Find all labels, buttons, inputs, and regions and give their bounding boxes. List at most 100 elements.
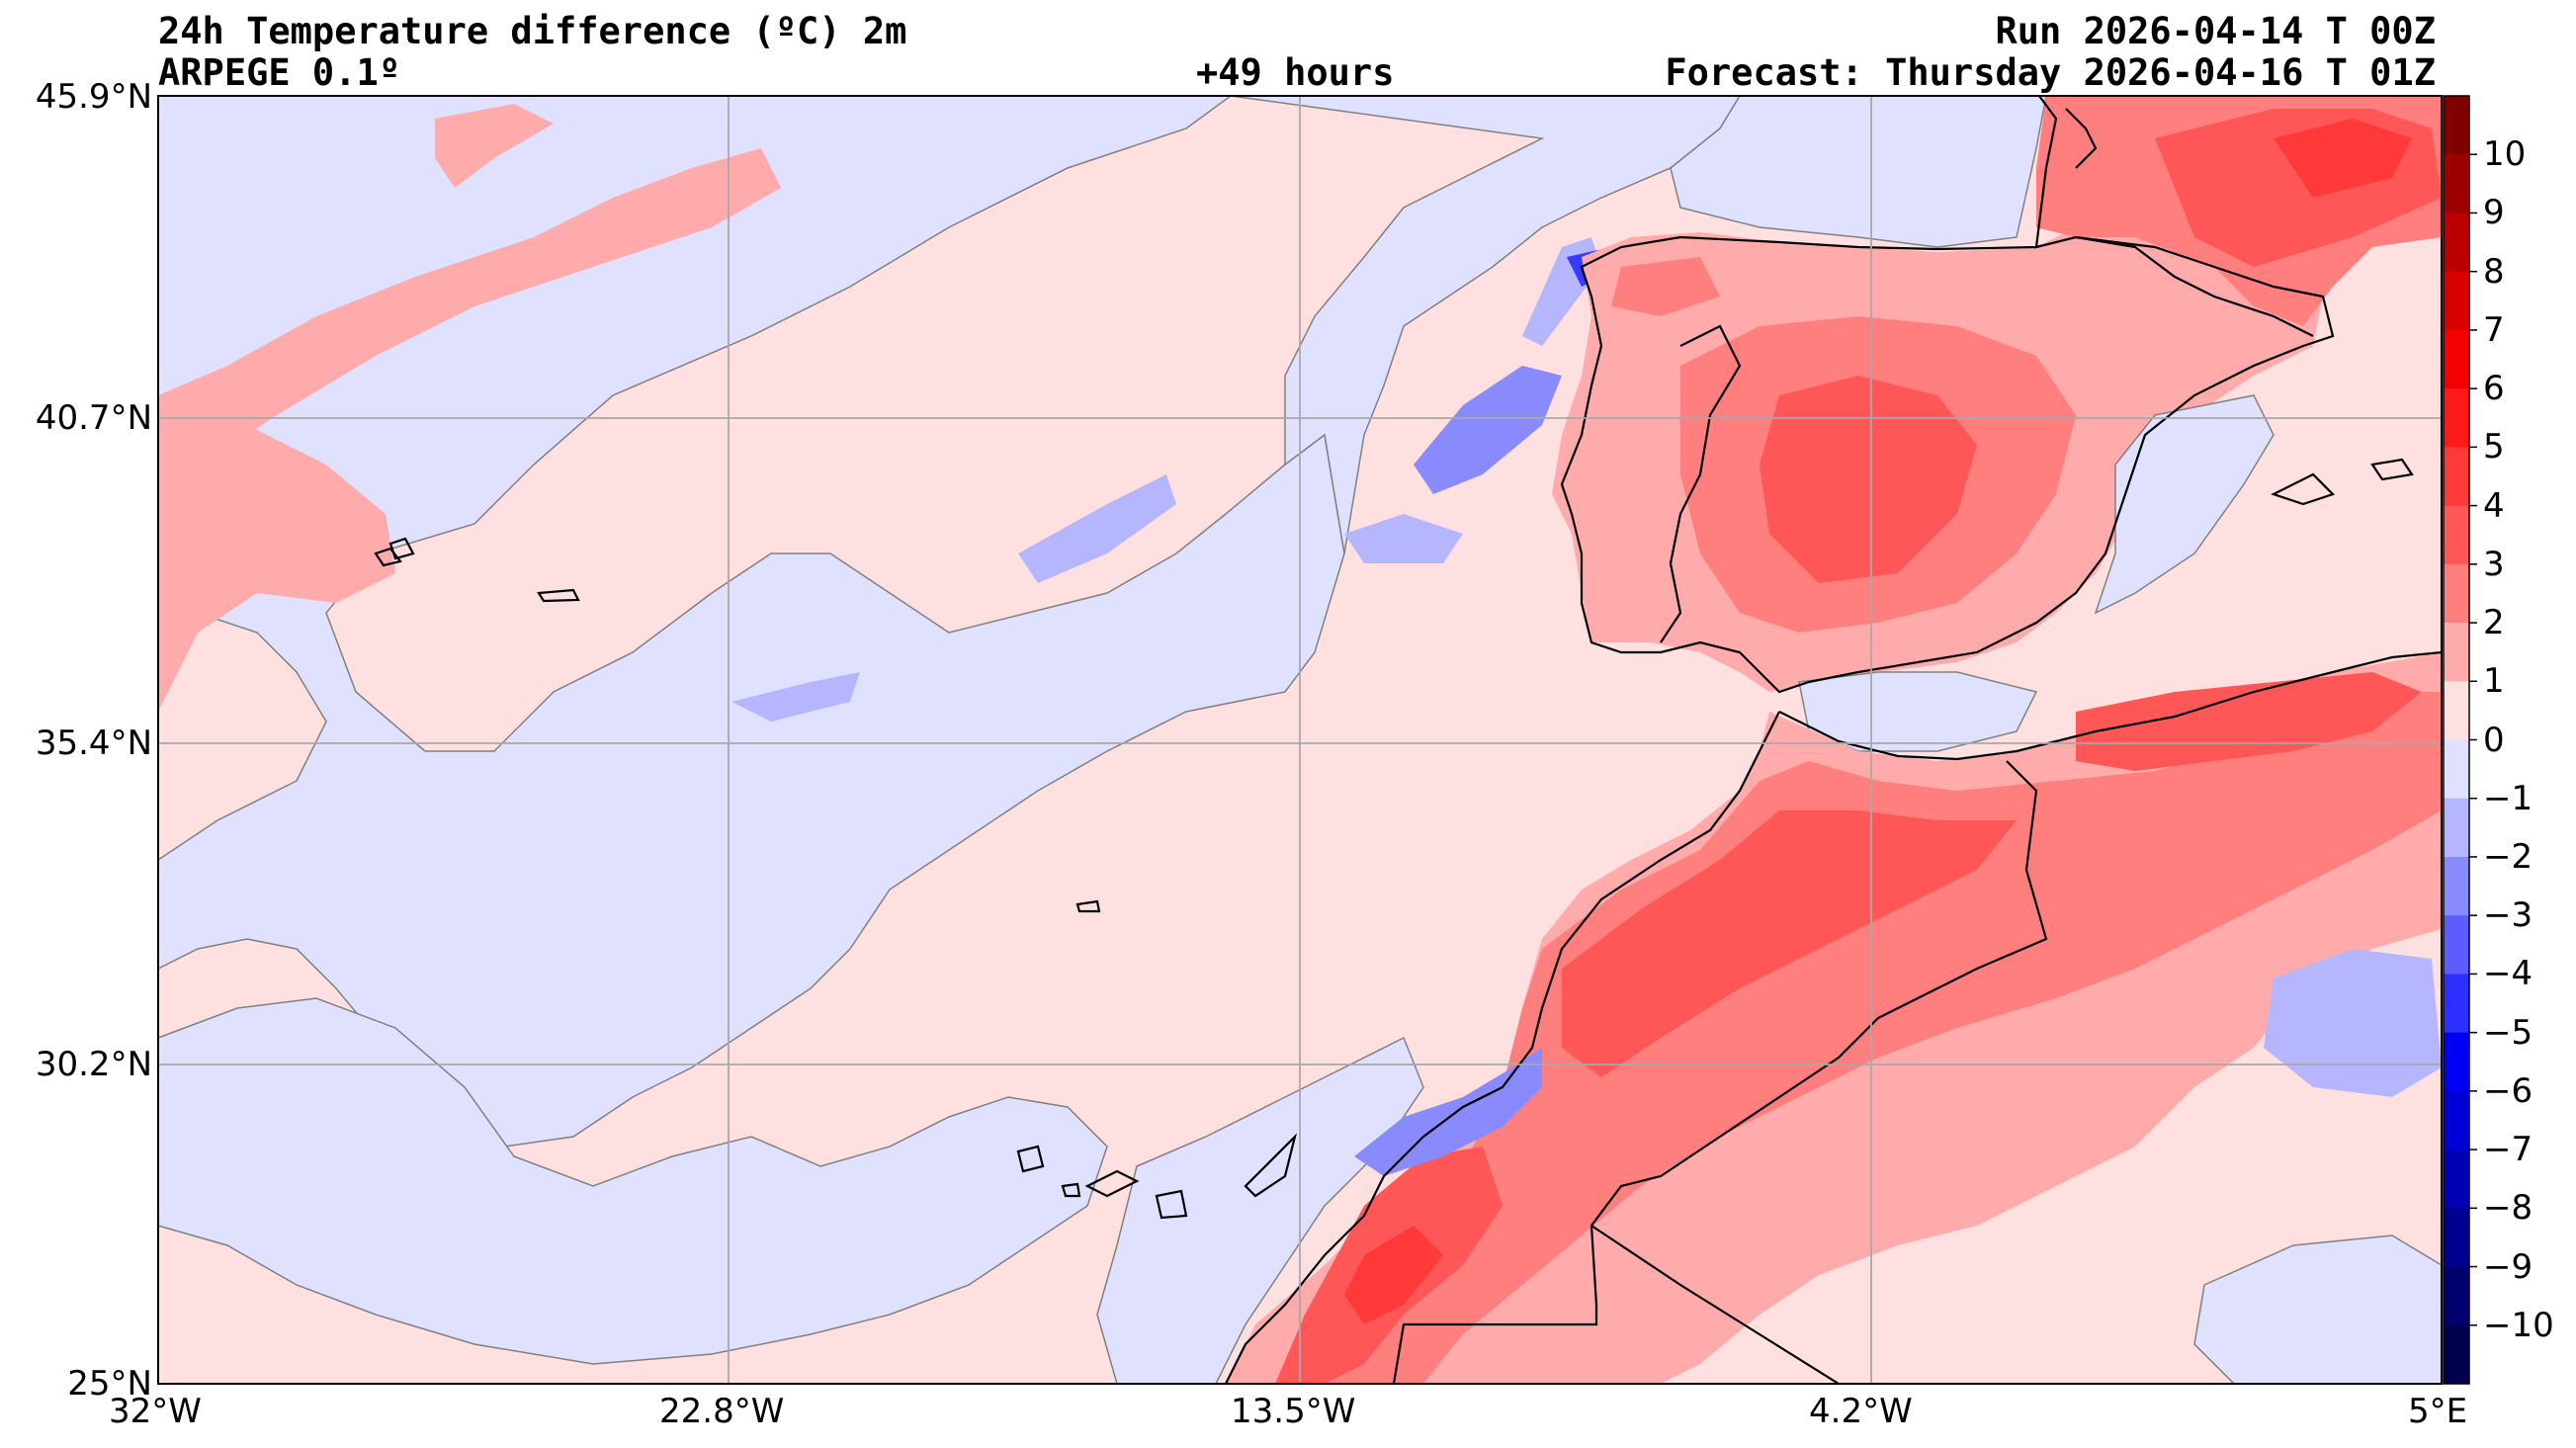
colorbar-segment: [2444, 1150, 2469, 1209]
colorbar-label: −10: [2483, 1305, 2554, 1345]
africa-atlantic-coastline: [1225, 711, 1780, 1385]
positive-1-2-tongue: [158, 148, 781, 494]
sardinia-island: [2370, 458, 2414, 481]
coastlines: [374, 95, 2443, 1385]
positive-1-2-north: [435, 104, 554, 188]
colorbar-segment: [2444, 329, 2469, 389]
colorbar-segment: [2444, 96, 2469, 155]
colorbar-label: −1: [2483, 778, 2533, 818]
positive-1-2-west: [158, 425, 395, 712]
sahara-negative-1-2: [2264, 949, 2442, 1097]
negative-2-3-patch: [1414, 366, 1562, 494]
colorbar-segment: [2444, 447, 2469, 507]
morocco-positive-3-4: [1562, 810, 2017, 1077]
canary-island-1: [1016, 1145, 1045, 1173]
colorbar-label: 4: [2483, 485, 2505, 526]
run-time: Run 2026-04-14 T 00Z: [1995, 10, 2436, 52]
negative-0-1-region-south: [157, 997, 1108, 1365]
lat-label: 35.4°N: [35, 724, 152, 763]
colorbar-segment: [2444, 1090, 2469, 1150]
colorbar-segment: [2444, 915, 2469, 975]
colorbar-label: 10: [2483, 134, 2527, 175]
colorbar-label: −5: [2483, 1012, 2533, 1053]
africa-mediterranean-coastline: [1778, 650, 2443, 761]
colorbar-segment: [2444, 213, 2469, 273]
france-positive-4-5: [2274, 119, 2412, 198]
algeria-positive-3-4: [2076, 672, 2422, 771]
colorbar-label: −4: [2483, 954, 2533, 994]
western-sahara-positive-4-5: [1344, 1226, 1443, 1324]
colorbar-segment: [2444, 798, 2469, 858]
colorbar-segment: [2444, 739, 2469, 800]
colorbar-segment: [2444, 623, 2469, 682]
lat-label: 40.7°N: [35, 398, 152, 438]
lon-label: 4.2°W: [1809, 1392, 1913, 1431]
colorbar: [2443, 95, 2477, 1385]
colorbar-label: −8: [2483, 1188, 2533, 1229]
canary-island-2: [1084, 1169, 1140, 1198]
canary-island-4: [1244, 1133, 1298, 1198]
coastal-negative-2-3: [1354, 1048, 1542, 1176]
lat-label: 25°N: [67, 1364, 152, 1404]
colorbar-segment: [2444, 271, 2469, 331]
negative-1-2-patch-2: [731, 672, 860, 722]
negative-1-2-patch-3: [1344, 514, 1463, 563]
negative-0-1-region-north: [1230, 95, 1742, 554]
colorbar-label: 3: [2483, 544, 2505, 584]
map-frame: [157, 95, 2443, 1385]
colorbar-label: 1: [2483, 661, 2505, 702]
portugal-border: [1660, 324, 1742, 643]
colorbar-segment: [2444, 1032, 2469, 1092]
north-africa-positive-2-3: [1285, 692, 2442, 1384]
colorbar-label: 8: [2483, 251, 2505, 292]
madeira-island: [1075, 899, 1101, 913]
graticule: [158, 96, 2442, 1384]
colorbar-label: 5: [2483, 427, 2505, 468]
lon-label: 22.8°W: [659, 1392, 785, 1431]
negative-1-2-patch: [1018, 474, 1176, 583]
forecast-time: Forecast: Thursday 2026-04-16 T 01Z: [1665, 51, 2436, 94]
colorbar-segment: [2444, 388, 2469, 448]
negative-0-1-coastal: [1096, 1036, 1424, 1385]
colorbar-segment: [2444, 681, 2469, 740]
colorbar-segment: [2444, 974, 2469, 1034]
map-title: 24h Temperature difference (ºC) 2m: [158, 10, 907, 52]
colorbar-segment: [2444, 1324, 2469, 1385]
colorbar-segment: [2444, 1208, 2469, 1268]
colorbar-label: −9: [2483, 1246, 2533, 1287]
morocco-borders: [1392, 760, 2048, 1385]
model-name: ARPEGE 0.1º: [158, 51, 401, 94]
azores-island-2: [374, 547, 402, 567]
colorbar-label: 2: [2483, 603, 2505, 643]
iberia-coastline: [1560, 95, 2335, 694]
canary-island-3: [1155, 1189, 1188, 1220]
lon-label: 5°E: [2408, 1392, 2468, 1431]
canary-island-5: [1061, 1182, 1081, 1198]
mallorca-island: [2271, 472, 2336, 506]
colorbar-label: −6: [2483, 1070, 2533, 1111]
colorbar-segment: [2444, 856, 2469, 916]
colorbar-label: 7: [2483, 309, 2505, 350]
colorbar-segment: [2444, 1266, 2469, 1326]
colorbar-label: −2: [2483, 836, 2533, 877]
colorbar-segment: [2444, 505, 2469, 565]
galicia-positive-2-3: [1611, 257, 1720, 316]
lat-label: 45.9°N: [35, 77, 152, 117]
lon-label: 32°W: [109, 1392, 202, 1431]
colorbar-segment: [2444, 154, 2469, 213]
brittany-coast: [2065, 108, 2098, 169]
mauritania-border: [1590, 1225, 1840, 1385]
colorbar-label: 0: [2483, 720, 2505, 760]
lon-label: 13.5°W: [1231, 1392, 1356, 1431]
lat-label: 30.2°N: [35, 1045, 152, 1084]
iberia-positive-3-4: [1760, 376, 1977, 583]
negative-0-1-bay-of-biscay: [1670, 95, 2047, 248]
colorbar-label: −7: [2483, 1130, 2533, 1170]
colorbar-label: 6: [2483, 369, 2505, 409]
azores-island-3: [537, 588, 580, 603]
colorbar-label: −3: [2483, 895, 2533, 936]
pyrenees-border: [2075, 235, 2314, 337]
lead-time: +49 hours: [1196, 51, 1395, 94]
colorbar-segment: [2444, 563, 2469, 624]
